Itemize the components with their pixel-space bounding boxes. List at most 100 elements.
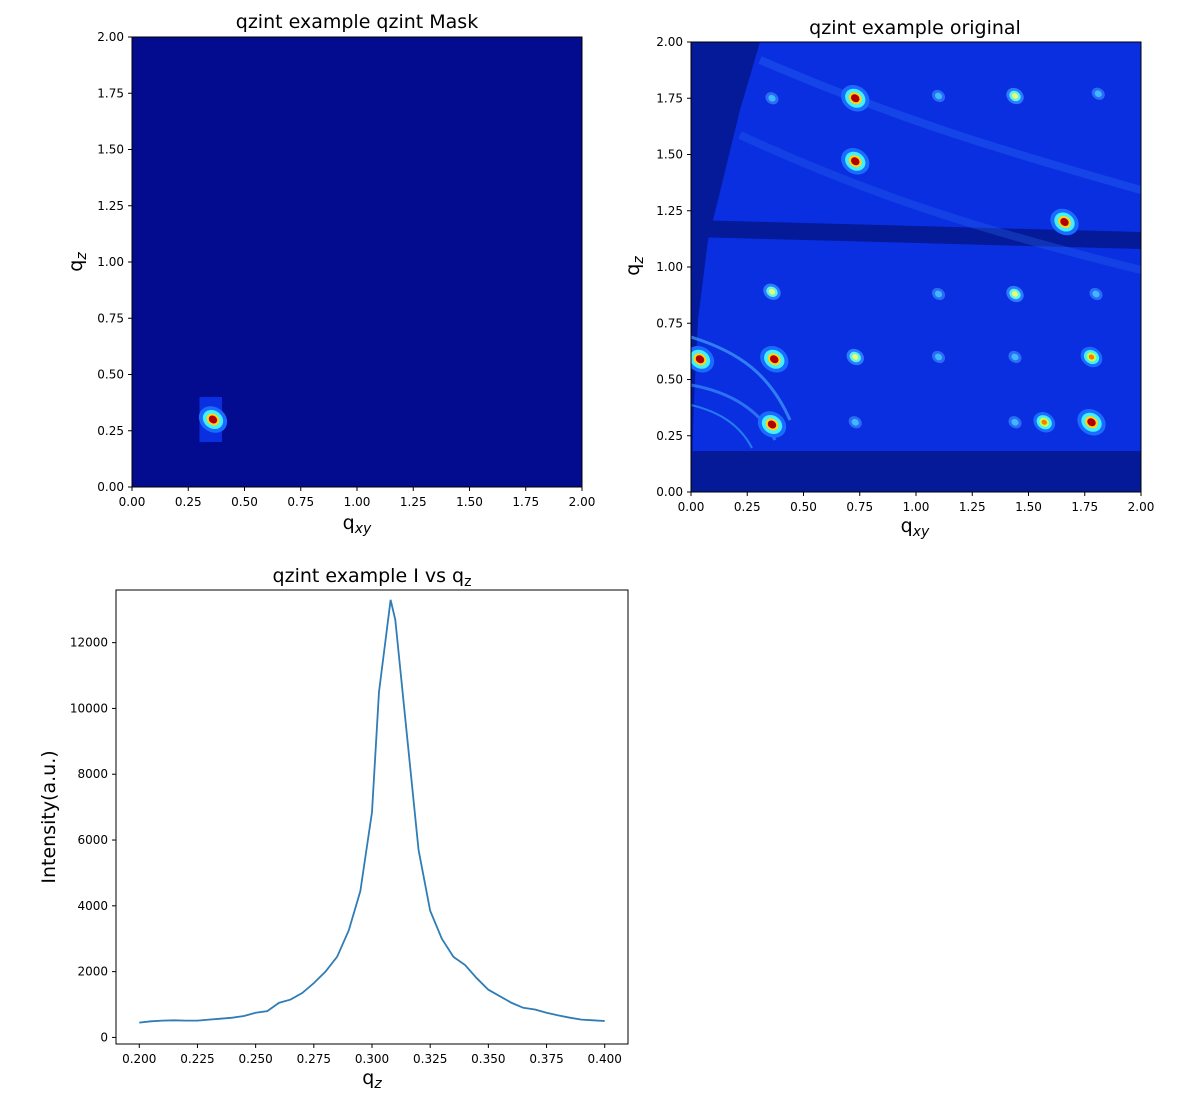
original-peak-contour (768, 94, 776, 102)
original-peak (1033, 412, 1056, 433)
1-y-tick-label: 0.00 (656, 485, 683, 499)
original-peak-contour (1011, 353, 1019, 361)
2-x-tick-label: 0.375 (529, 1052, 563, 1066)
original-arc (738, 131, 1141, 274)
original-bottom-region (691, 451, 1141, 492)
original-peak (841, 147, 870, 175)
original-peak-contour (851, 94, 860, 103)
1-y-tick-label: 1.25 (656, 204, 683, 218)
original-y-label: qz (622, 256, 647, 276)
original-peak (1077, 408, 1106, 436)
2-x-tick-label: 0.225 (180, 1052, 214, 1066)
2-y-tick-label: 6000 (77, 833, 108, 847)
2-x-tick-label: 0.350 (471, 1052, 505, 1066)
1-y-tick-label: 1.75 (656, 91, 683, 105)
original-peak (1089, 287, 1103, 301)
0-y-tick-label: 0.50 (97, 368, 124, 382)
0-x-tick-label: 1.75 (512, 495, 539, 509)
0-x-tick-label: 1.25 (400, 495, 427, 509)
1-x-tick-label: 2.00 (1128, 500, 1155, 514)
original-peak-contour (934, 353, 943, 361)
original-peak (841, 84, 870, 112)
0-x-tick-label: 0.50 (231, 495, 258, 509)
original-peak-contour (852, 354, 859, 360)
0-y-tick-label: 0.25 (97, 424, 124, 438)
0-y-tick-label: 0.75 (97, 311, 124, 325)
0-y-tick-label: 1.00 (97, 255, 124, 269)
original-peak (931, 350, 946, 364)
original-peak-contour (1092, 290, 1100, 298)
original-peak-contour (1094, 90, 1102, 98)
0-x-tick-label: 2.00 (569, 495, 596, 509)
1-y-tick-label: 1.50 (656, 148, 683, 162)
1-y-tick-label: 1.00 (656, 260, 683, 274)
1-x-tick-label: 0.25 (734, 500, 761, 514)
original-peak (931, 89, 946, 103)
1-x-tick-label: 0.75 (846, 500, 873, 514)
original-peak (691, 345, 715, 373)
original-peak-contour (1087, 418, 1096, 427)
0-x-tick-label: 0.25 (175, 495, 202, 509)
original-peak (1008, 416, 1022, 429)
2-y-tick-label: 12000 (70, 636, 108, 650)
2-x-tick-label: 0.250 (238, 1052, 272, 1066)
original-peak-contour (768, 288, 776, 295)
0-x-tick-label: 1.00 (344, 495, 371, 509)
original-x-axis: 0.00 0.25 0.50 0.75 1.00 1.25 1.50 1.75 2.00 (678, 492, 1155, 514)
1-y-tick-label: 0.25 (656, 429, 683, 443)
original-peak-layer (691, 84, 1106, 438)
1-x-tick-label: 1.00 (903, 500, 930, 514)
mask-peak-layer (198, 397, 228, 442)
original-detector-gap (691, 220, 1141, 249)
original-peak (765, 92, 779, 105)
original-title: qzint example original (809, 17, 1021, 39)
mask-title: qzint example qzint Mask (236, 11, 478, 33)
original-peak (1008, 350, 1022, 364)
original-peak-contour (1011, 93, 1019, 99)
2-x-tick-label: 0.275 (297, 1052, 331, 1066)
original-y-axis: 0.00 0.25 0.50 0.75 1.00 1.25 1.50 1.75 2.00 (656, 35, 691, 499)
2-x-tick-label: 0.400 (588, 1052, 622, 1066)
2-y-tick-label: 2000 (77, 965, 108, 979)
original-peak-contour (851, 418, 859, 426)
0-x-tick-label: 0.75 (287, 495, 314, 509)
0-x-tick-label: 1.50 (456, 495, 483, 509)
line-title: qzint example I vs qz (273, 565, 472, 590)
line-panel: qzint example I vs qz 0.200 0.225 0.250 0.2… (38, 565, 629, 1092)
original-peak-contour (1060, 218, 1069, 226)
2-x-tick-label: 0.300 (355, 1052, 389, 1066)
1-x-tick-label: 0.00 (678, 500, 705, 514)
0-y-tick-label: 1.50 (97, 143, 124, 157)
0-y-tick-label: 1.75 (97, 86, 124, 100)
line-series-layer (139, 599, 605, 1024)
line-x-label: qz (362, 1067, 382, 1092)
1-y-tick-label: 0.50 (656, 373, 683, 387)
2-x-tick-label: 0.200 (122, 1052, 156, 1066)
2-y-tick-label: 4000 (77, 899, 108, 913)
original-arc (758, 56, 1141, 194)
original-peak (1080, 346, 1103, 368)
mask-peak-contour (208, 415, 218, 424)
original-peak-contour (934, 92, 943, 100)
original-peak (1091, 87, 1105, 100)
mask-x-axis: 0.00 0.25 0.50 0.75 1.00 1.25 1.50 1.75 2.00 (119, 487, 596, 509)
original-peak (1050, 208, 1079, 236)
0-x-tick-label: 0.00 (119, 495, 146, 509)
original-peak (760, 345, 789, 373)
line-x-axis: 0.200 0.225 0.250 0.275 0.300 0.325 0.350 0.375… (122, 1044, 622, 1066)
original-peak-contour (1041, 419, 1047, 425)
original-peak-contour (695, 355, 705, 364)
mask-y-label: qz (65, 252, 90, 272)
original-peak-contour (1011, 418, 1019, 426)
original-peak-contour (767, 420, 777, 429)
original-arc (691, 404, 753, 449)
original-panel: qzint example original 0.00 0.25 0.50 0.75 1… (622, 17, 1154, 540)
2-x-tick-label: 0.325 (413, 1052, 447, 1066)
original-peak-contour (1088, 354, 1095, 360)
original-peak-contour (934, 290, 943, 298)
1-x-tick-label: 0.50 (790, 500, 817, 514)
mask-x-label: qxy (343, 512, 372, 537)
original-peak (763, 283, 781, 300)
1-y-tick-label: 2.00 (656, 35, 683, 49)
original-outside-region (691, 42, 760, 492)
